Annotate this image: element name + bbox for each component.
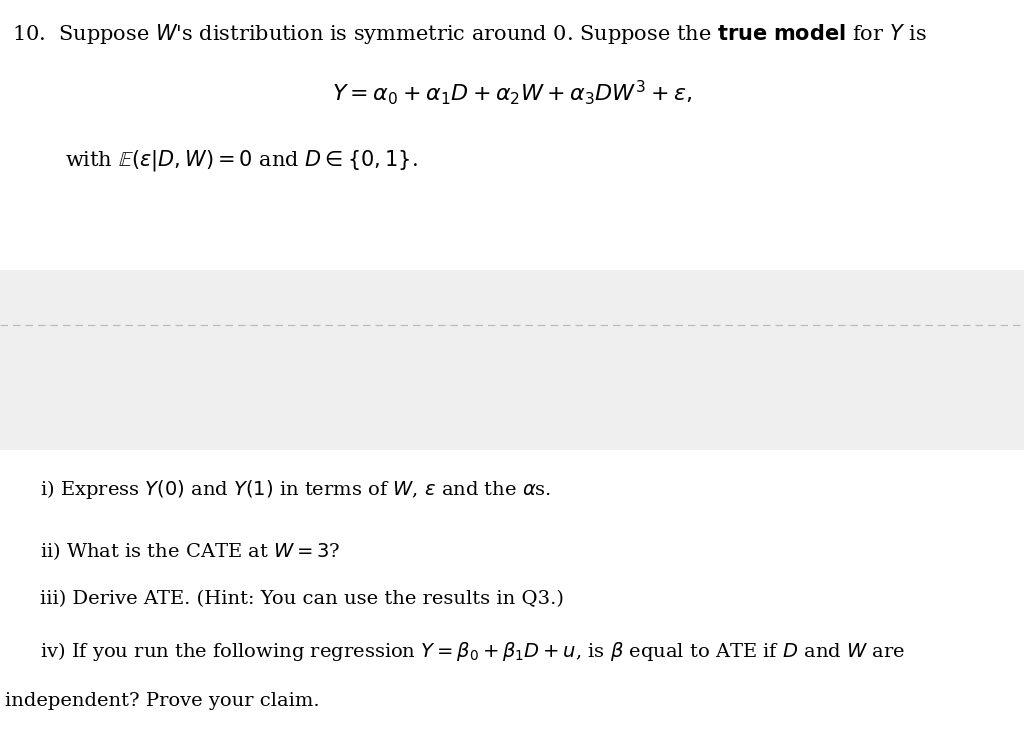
- Text: $Y = \alpha_0 + \alpha_1 D + \alpha_2 W + \alpha_3 DW^3 + \varepsilon,$: $Y = \alpha_0 + \alpha_1 D + \alpha_2 W …: [332, 78, 692, 107]
- Text: 10.  Suppose $W$'s distribution is symmetric around 0. Suppose the $\mathbf{true: 10. Suppose $W$'s distribution is symmet…: [12, 22, 927, 46]
- Text: i) Express $Y(0)$ and $Y(1)$ in terms of $W$, $\varepsilon$ and the $\alpha$s.: i) Express $Y(0)$ and $Y(1)$ in terms of…: [40, 478, 551, 501]
- Bar: [0, 270, 1024, 450]
- Text: iv) If you run the following regression $Y = \beta_0 + \beta_1 D + u$, is $\beta: iv) If you run the following regression …: [40, 640, 905, 663]
- Text: with $\mathbb{E}(\varepsilon|D, W) = 0$ and $D \in \{0, 1\}$.: with $\mathbb{E}(\varepsilon|D, W) = 0$ …: [65, 148, 418, 173]
- Text: iii) Derive ATE. (Hint: You can use the results in Q3.): iii) Derive ATE. (Hint: You can use the …: [40, 590, 564, 608]
- Text: independent? Prove your claim.: independent? Prove your claim.: [5, 692, 319, 710]
- Text: ii) What is the CATE at $W = 3$?: ii) What is the CATE at $W = 3$?: [40, 540, 340, 562]
